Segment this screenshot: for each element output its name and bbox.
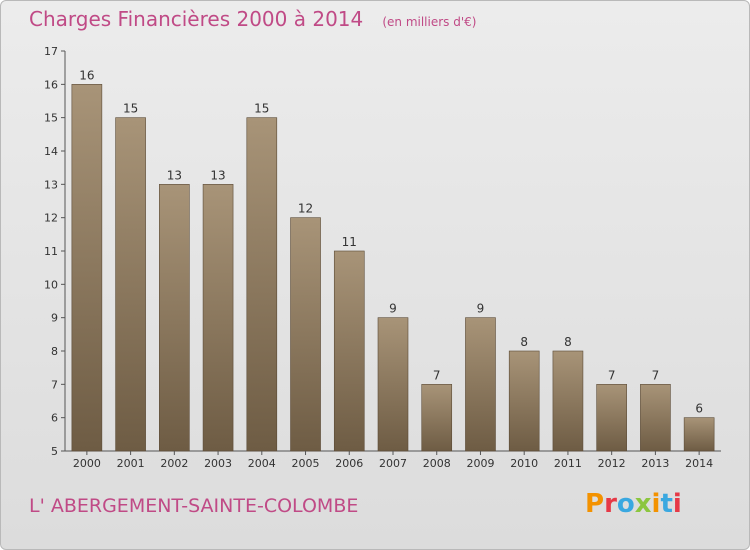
y-tick-label: 17: [44, 45, 58, 58]
logo-letter: i: [651, 489, 661, 519]
y-tick-label: 16: [44, 78, 58, 91]
bar-value-label: 15: [123, 102, 138, 116]
y-tick-label: 12: [44, 212, 58, 225]
title-row: Charges Financières 2000 à 2014 (en mill…: [29, 7, 476, 31]
bar: [421, 384, 453, 452]
bar: [333, 250, 365, 452]
x-tick-label: 2003: [204, 457, 232, 470]
bar: [202, 184, 234, 452]
x-tick-label: 2004: [248, 457, 276, 470]
bar: [596, 384, 627, 452]
proxiti-logo: Proxiti: [585, 489, 682, 519]
bar-value-label: 8: [564, 335, 572, 349]
y-tick-label: 5: [51, 445, 58, 458]
chart-unit: (en milliers d'€): [382, 15, 477, 29]
bar: [465, 317, 496, 452]
logo-letter: r: [604, 489, 617, 519]
bar-value-label: 9: [389, 302, 397, 316]
logo-letter: x: [634, 489, 652, 519]
x-tick-label: 2006: [335, 457, 363, 470]
bar-value-label: 11: [342, 235, 357, 249]
bar: [640, 384, 671, 452]
bar: [552, 350, 584, 452]
x-tick-label: 2011: [554, 457, 582, 470]
bar-value-label: 13: [167, 168, 182, 182]
y-tick-label: 10: [44, 278, 58, 291]
bar: [115, 117, 146, 452]
y-tick-label: 13: [44, 178, 58, 191]
commune-name: L' ABERGEMENT-SAINTE-COLOMBE: [29, 495, 359, 517]
bar: [246, 117, 278, 452]
x-tick-label: 2005: [292, 457, 320, 470]
bar: [290, 217, 321, 452]
bar-value-label: 12: [298, 202, 313, 216]
logo-letter: P: [585, 489, 605, 519]
y-tick-label: 14: [44, 145, 58, 158]
bar: [159, 184, 190, 452]
bar-value-label: 16: [79, 68, 94, 82]
bar-value-label: 7: [608, 368, 616, 382]
x-tick-label: 2010: [510, 457, 538, 470]
y-tick-label: 8: [51, 345, 58, 358]
x-tick-label: 2013: [641, 457, 669, 470]
x-tick-label: 2014: [685, 457, 713, 470]
x-tick-label: 2012: [598, 457, 626, 470]
x-tick-label: 2002: [160, 457, 188, 470]
y-tick-label: 9: [51, 312, 58, 325]
x-tick-label: 2008: [423, 457, 451, 470]
y-tick-label: 11: [44, 245, 58, 258]
bar-value-label: 15: [254, 102, 269, 116]
logo-letter: o: [616, 489, 635, 519]
bar: [377, 317, 409, 452]
bar-value-label: 6: [695, 402, 703, 416]
bar-value-label: 7: [652, 368, 660, 382]
x-tick-label: 2007: [379, 457, 407, 470]
bar-value-label: 7: [433, 368, 441, 382]
x-tick-label: 2001: [117, 457, 145, 470]
bar-value-label: 9: [477, 302, 485, 316]
x-tick-label: 2009: [466, 457, 494, 470]
logo-letter: t: [660, 489, 673, 519]
bar-value-label: 8: [520, 335, 528, 349]
y-tick-label: 6: [51, 412, 58, 425]
y-tick-label: 15: [44, 112, 58, 125]
y-tick-label: 7: [51, 378, 58, 391]
bar: [683, 417, 715, 452]
bar: [71, 84, 103, 452]
logo-letter: i: [672, 489, 682, 519]
bar-value-label: 13: [210, 168, 225, 182]
chart-title: Charges Financières 2000 à 2014: [29, 7, 364, 31]
x-tick-label: 2000: [73, 457, 101, 470]
bar: [508, 350, 540, 452]
